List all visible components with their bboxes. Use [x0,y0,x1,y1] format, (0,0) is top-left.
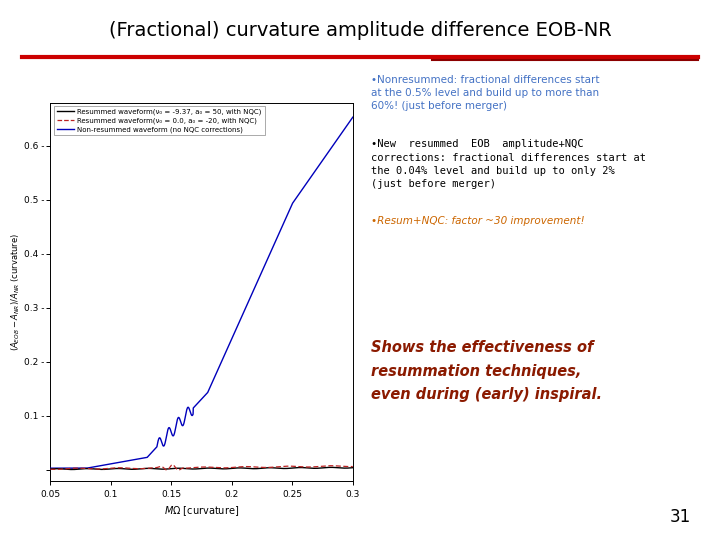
Text: •New  resummed  EOB  amplitude+NQC
corrections: fractional differences start at
: •New resummed EOB amplitude+NQC correcti… [371,139,646,189]
Y-axis label: $(A_{EOB}-A_{NR})/A_{NR}$ (curvature): $(A_{EOB}-A_{NR})/A_{NR}$ (curvature) [9,233,22,350]
Text: •Nonresummed: fractional differences start
at the 0.5% level and build up to mor: •Nonresummed: fractional differences sta… [371,75,599,111]
Text: (Fractional) curvature amplitude difference EOB-NR: (Fractional) curvature amplitude differe… [109,21,611,39]
Text: •Resum+NQC: factor ~30 improvement!: •Resum+NQC: factor ~30 improvement! [371,216,585,226]
Legend: Resummed waveform(ν₀ = -9.37, a₀ = 50, with NQC), Resummed waveform(ν₀ = 0.0, a₀: Resummed waveform(ν₀ = -9.37, a₀ = 50, w… [54,106,265,136]
Text: 31: 31 [670,509,691,526]
Text: Shows the effectiveness of
resummation techniques,
even during (early) inspiral.: Shows the effectiveness of resummation t… [371,340,602,402]
X-axis label: $M\Omega$ [curvature]: $M\Omega$ [curvature] [164,504,239,518]
